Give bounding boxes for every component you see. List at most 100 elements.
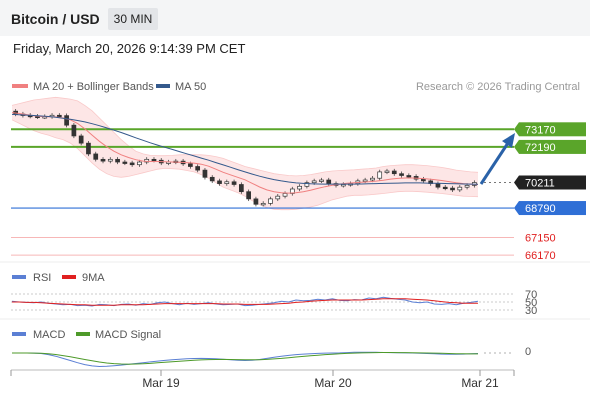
candle-body (202, 169, 208, 178)
level-label-70211: 70211 (525, 177, 555, 189)
candle-body (362, 179, 368, 182)
candle-body (450, 187, 455, 191)
bollinger-lower-line (11, 119, 479, 211)
candle-body (122, 161, 128, 164)
header-bar (0, 0, 590, 36)
macd-signal-legend-label: MACD Signal (95, 329, 161, 341)
candle-body (86, 142, 91, 155)
candle-body (78, 135, 84, 144)
candle-body (399, 173, 404, 176)
level-badge-68790 (519, 201, 586, 216)
candle-body (137, 161, 142, 166)
x-tick-label: Mar 20 (314, 376, 352, 390)
candle-body (457, 186, 463, 191)
moving-averages (11, 112, 515, 194)
rsi-level-label-30: 30 (525, 305, 537, 317)
candle-body (282, 193, 288, 197)
candle-body (268, 198, 273, 204)
timestamp: Friday, March 20, 2026 9:14:39 PM CET (13, 41, 246, 56)
candle-body (100, 158, 106, 162)
candle-body (129, 162, 135, 166)
candle-body (93, 153, 99, 160)
level-badge-72190 (519, 139, 586, 154)
candle-body (391, 170, 397, 175)
candle-body (297, 185, 302, 190)
rsi-legend-label: RSI (33, 272, 51, 284)
credit-label: Research © 2026 Trading Central (416, 81, 580, 93)
candle-body (275, 195, 281, 200)
candle-body (442, 186, 448, 190)
rsi-ma-legend-label: 9MA (82, 272, 105, 284)
ma50-line (11, 113, 479, 185)
rsi-ma-legend-swatch (62, 275, 76, 279)
candle-body (384, 170, 390, 173)
candle-body (260, 203, 266, 206)
level-badge-tip-72190 (514, 139, 519, 154)
level-badge-tip-68790 (514, 201, 519, 216)
candle-body (144, 158, 150, 163)
candle-body (311, 180, 317, 184)
ma50-legend-label: MA 50 (175, 81, 206, 93)
ma20-legend-label: MA 20 + Bollinger Bands (33, 81, 154, 93)
candle-body (435, 183, 441, 188)
bollinger-upper-line (11, 96, 479, 177)
candle-body (107, 158, 113, 162)
ma20-legend-swatch (12, 84, 28, 88)
page-title: Bitcoin / USD (11, 11, 100, 27)
bollinger-band-area (12, 97, 478, 210)
ma50-legend-swatch (156, 84, 170, 88)
candle-body (239, 184, 244, 193)
candle-body (406, 175, 412, 178)
level-badge-tip-73170 (514, 122, 519, 137)
candle-body (195, 166, 201, 171)
candle-body (304, 182, 310, 187)
candle-body (340, 184, 346, 187)
candle-body (253, 198, 259, 205)
candle-body (370, 177, 375, 181)
bollinger-bands (11, 96, 479, 211)
rsi-level-label-70: 70 (525, 289, 537, 301)
rsi-legend-swatch (12, 275, 26, 279)
x-tick-label: Mar 19 (142, 376, 180, 390)
candle-body (289, 188, 295, 194)
rsi-level-label-50: 50 (525, 297, 537, 309)
level-label-68790: 68790 (525, 203, 556, 215)
candle-body (151, 158, 157, 162)
candle-body (71, 124, 77, 137)
candle-body (217, 180, 222, 184)
macd-panel: 0 (12, 346, 531, 368)
candle-body (377, 171, 383, 179)
x-tick-label: Mar 21 (461, 376, 499, 390)
price-levels: 73170 72190 70211 68790 67150 66170 (11, 122, 586, 262)
candle-body (115, 158, 120, 163)
forecast-arrow-shaft (479, 142, 510, 185)
level-badge-tip-70211 (514, 175, 519, 190)
macd-legend-label: MACD (33, 329, 65, 341)
macd-legend-swatch (12, 332, 26, 336)
macd-signal-line (12, 352, 478, 365)
rsi-ma-line (12, 298, 478, 306)
level-label-73170: 73170 (525, 124, 556, 136)
candle-body (231, 181, 237, 185)
level-label-72190: 72190 (525, 142, 556, 154)
forecast-arrow-head (502, 133, 515, 148)
timeframe-button[interactable]: 30 MIN (108, 8, 158, 30)
macd-zero-label: 0 (525, 346, 531, 358)
candle-body (224, 181, 230, 184)
level-label-67150: 67150 (525, 233, 556, 245)
level-label-66170: 66170 (525, 250, 556, 262)
candle-body (464, 185, 470, 188)
ma20-line (11, 112, 479, 194)
candle-body (326, 179, 332, 184)
candle-body (188, 163, 193, 167)
candle-body (56, 114, 62, 118)
rsi-line (11, 296, 479, 307)
candle-body (209, 176, 215, 182)
macd-signal-legend-swatch (76, 332, 90, 336)
x-axis-ticks: Mar 19 Mar 20 Mar 21 (10, 370, 515, 390)
level-badge-73170 (519, 122, 586, 137)
level-badge-70211 (519, 175, 586, 190)
